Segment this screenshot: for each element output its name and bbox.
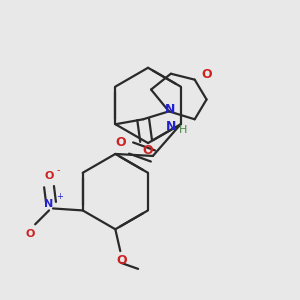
Text: O: O [201, 68, 212, 81]
Text: +: + [56, 192, 63, 201]
Text: N: N [166, 120, 176, 133]
Text: N: N [44, 200, 54, 209]
Text: O: O [116, 136, 127, 148]
Text: O: O [116, 254, 127, 268]
Text: -: - [56, 165, 60, 175]
Text: N: N [165, 103, 175, 116]
Text: O: O [44, 171, 54, 181]
Text: O: O [143, 145, 153, 158]
Text: H: H [178, 125, 187, 135]
Text: O: O [26, 229, 35, 239]
